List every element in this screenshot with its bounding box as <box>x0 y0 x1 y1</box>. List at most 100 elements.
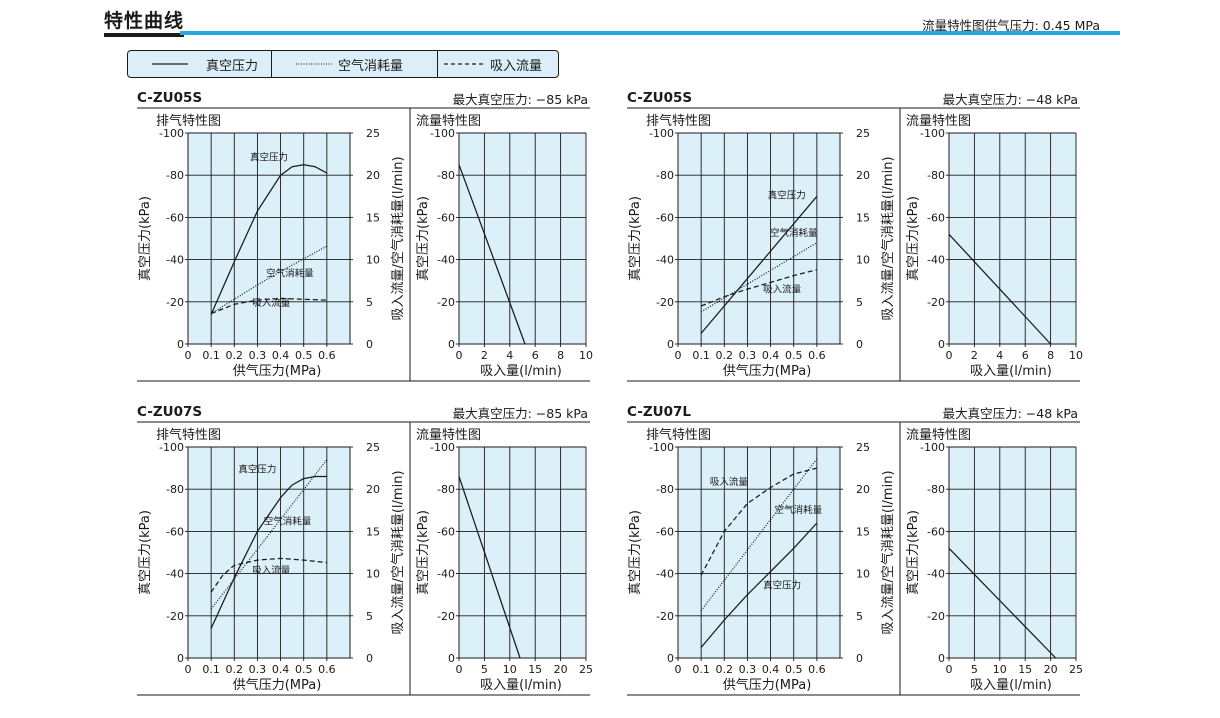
exhaust-series-dashed <box>700 269 818 307</box>
flow-x-tick-label: 6 <box>532 349 539 362</box>
exhaust-y-left-label: 真空压力(kPa) <box>628 196 643 281</box>
exhaust-y-left-label: 真空压力(kPa) <box>138 510 153 595</box>
exhaust-y-left-tick-label: -80 <box>656 483 674 496</box>
exhaust-x-tick-label: 0.5 <box>295 349 313 362</box>
exhaust-y-right-tick-label: 5 <box>366 610 373 623</box>
exhaust-chart-title: 排气特性图 <box>156 113 221 129</box>
exhaust-y-right-label: 吸入流量/空气消耗量(l/min) <box>390 470 406 634</box>
exhaust-y-left-tick-label: -20 <box>656 296 674 309</box>
flow-y-tick-label: -100 <box>920 441 945 454</box>
exhaust-series-annotation: 吸入流量 <box>763 284 802 296</box>
exhaust-x-tick-label: 0.2 <box>226 663 244 676</box>
exhaust-series-annotation: 空气消耗量 <box>770 227 818 239</box>
supply-pressure-note: 流量特性图供气压力: 0.45 MPa <box>922 18 1100 33</box>
exhaust-y-left-tick-label: -20 <box>166 610 184 623</box>
flow-y-tick-label: -60 <box>437 211 455 224</box>
flow-x-tick-label: 15 <box>1018 663 1032 676</box>
exhaust-chart-title: 排气特性图 <box>646 113 711 129</box>
flow-y-tick-label: -80 <box>437 483 455 496</box>
exhaust-y-left-tick-label: -80 <box>166 483 184 496</box>
model-name: C-ZU07L <box>627 404 691 420</box>
flow-y-tick-label: -20 <box>437 610 455 623</box>
exhaust-x-tick-label: 0.1 <box>202 663 220 676</box>
exhaust-series-annotation: 真空压力 <box>238 463 276 475</box>
flow-x-tick-label: 8 <box>1047 349 1054 362</box>
flow-x-tick-label: 25 <box>579 663 593 676</box>
exhaust-plot-bg <box>188 133 350 344</box>
exhaust-y-right-label: 吸入流量/空气消耗量(l/min) <box>390 156 406 320</box>
exhaust-x-label: 供气压力(MPa) <box>723 363 812 379</box>
exhaust-x-tick-label: 0.2 <box>716 349 734 362</box>
exhaust-y-left-label: 真空压力(kPa) <box>138 196 153 281</box>
exhaust-x-tick-label: 0.1 <box>692 663 710 676</box>
flow-x-label: 吸入量(l/min) <box>970 364 1052 379</box>
exhaust-y-right-tick-label: 5 <box>856 610 863 623</box>
exhaust-y-right-label: 吸入流量/空气消耗量(l/min) <box>880 156 896 320</box>
exhaust-y-right-tick-label: 0 <box>856 652 863 665</box>
exhaust-x-tick-label: 0.4 <box>762 663 780 676</box>
model-name: C-ZU07S <box>137 404 202 420</box>
flow-x-tick-label: 10 <box>1069 349 1083 362</box>
exhaust-plot-bg <box>678 447 840 658</box>
page-title: 特性曲线 <box>104 9 185 37</box>
exhaust-x-tick-label: 0.4 <box>762 349 780 362</box>
flow-x-label: 吸入量(l/min) <box>970 678 1052 693</box>
flow-y-tick-label: -80 <box>437 169 455 182</box>
flow-series-line <box>948 547 1057 659</box>
flow-x-tick-label: 0 <box>946 663 953 676</box>
flow-x-tick-label: 20 <box>1044 663 1058 676</box>
exhaust-x-tick-label: 0.3 <box>249 663 267 676</box>
exhaust-y-right-tick-label: 20 <box>856 169 870 182</box>
exhaust-y-right-tick-label: 0 <box>856 338 863 351</box>
exhaust-series-dashed <box>700 467 818 576</box>
flow-series-line <box>948 233 1052 345</box>
exhaust-y-left-tick-label: -100 <box>649 127 674 140</box>
flow-x-tick-label: 20 <box>554 663 568 676</box>
exhaust-x-tick-label: 0.3 <box>739 663 757 676</box>
flow-x-tick-label: 2 <box>481 349 488 362</box>
exhaust-series-dotted <box>210 245 328 315</box>
flow-x-tick-label: 15 <box>528 663 542 676</box>
exhaust-y-right-tick-label: 25 <box>366 441 380 454</box>
exhaust-chart-title: 排气特性图 <box>156 427 221 443</box>
exhaust-y-right-tick-label: 15 <box>366 211 380 224</box>
exhaust-y-right-tick-label: 10 <box>366 568 380 581</box>
exhaust-x-tick-label: 0.4 <box>272 663 290 676</box>
legend: 真空压力 空气消耗量 吸入流量 <box>127 50 559 78</box>
exhaust-x-tick-label: 0 <box>675 663 682 676</box>
flow-plot-bg <box>459 133 586 344</box>
flow-y-tick-label: 0 <box>448 338 455 351</box>
flow-y-tick-label: 0 <box>448 652 455 665</box>
exhaust-y-left-tick-label: -100 <box>159 127 184 140</box>
header-accent-bar <box>180 31 1120 35</box>
exhaust-y-left-tick-label: 0 <box>667 338 674 351</box>
exhaust-series-solid <box>700 522 818 648</box>
exhaust-plot-bg <box>188 447 350 658</box>
exhaust-x-tick-label: 0.3 <box>739 349 757 362</box>
exhaust-series-annotation: 吸入流量 <box>710 476 749 488</box>
flow-series-line <box>458 164 526 345</box>
exhaust-y-left-tick-label: -20 <box>166 296 184 309</box>
exhaust-series-annotation: 吸入流量 <box>252 565 291 577</box>
exhaust-y-left-tick-label: -80 <box>656 169 674 182</box>
exhaust-y-right-tick-label: 20 <box>366 169 380 182</box>
exhaust-y-right-tick-label: 20 <box>856 483 870 496</box>
exhaust-x-label: 供气压力(MPa) <box>233 363 322 379</box>
exhaust-y-right-tick-label: 5 <box>856 296 863 309</box>
flow-y-tick-label: -20 <box>927 296 945 309</box>
exhaust-y-left-tick-label: 0 <box>177 338 184 351</box>
exhaust-x-tick-label: 0.6 <box>808 349 826 362</box>
exhaust-chart-title: 排气特性图 <box>646 427 711 443</box>
exhaust-y-right-label: 吸入流量/空气消耗量(l/min) <box>880 470 896 634</box>
exhaust-series-annotation: 空气消耗量 <box>775 504 823 516</box>
flow-y-tick-label: -60 <box>927 211 945 224</box>
exhaust-y-left-tick-label: 0 <box>667 652 674 665</box>
flow-y-tick-label: -40 <box>437 568 455 581</box>
exhaust-series-dashed <box>210 557 327 593</box>
exhaust-x-tick-label: 0.2 <box>716 663 734 676</box>
flow-x-tick-label: 8 <box>557 349 564 362</box>
exhaust-x-tick-label: 0.4 <box>272 349 290 362</box>
flow-y-tick-label: 0 <box>938 652 945 665</box>
flow-chart-title: 流量特性图 <box>416 114 481 129</box>
exhaust-y-left-tick-label: -40 <box>166 254 184 267</box>
